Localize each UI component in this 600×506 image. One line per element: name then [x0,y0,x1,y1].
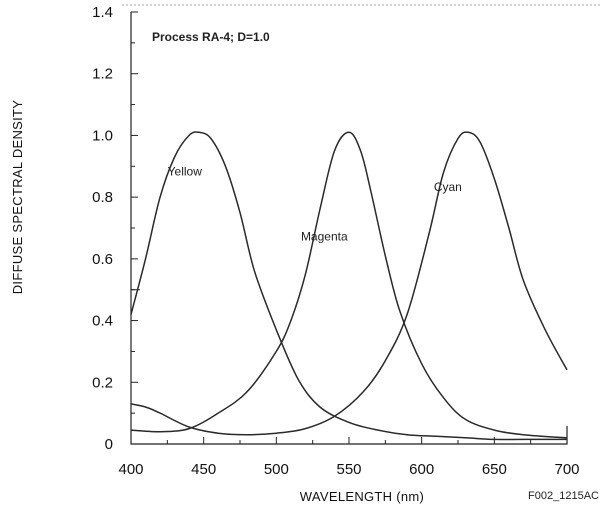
plot-frame [130,12,568,445]
x-axis-title: WAVELENGTH (nm) [300,489,424,504]
y-tick-label: 0 [105,436,113,453]
x-tick-label: 600 [409,461,434,478]
y-tick-label: 1.0 [92,127,113,144]
x-tick-label: 400 [118,461,143,478]
y-tick-label: 0.2 [92,374,113,391]
axes-frame [130,12,568,445]
figure-id: F002_1215AC [528,490,599,502]
x-tick-label: 650 [482,461,507,478]
y-tick-label: 1.4 [92,4,113,21]
magenta-curve [130,131,568,439]
y-tick-label: 0.8 [92,189,113,206]
magenta-label: Magenta [301,229,348,243]
yellow-curve [130,131,567,441]
cyan-curve [130,131,568,436]
y-tick-label: 0.4 [92,313,113,330]
x-tick-label: 450 [191,461,216,478]
yellow-label: Yellow [168,165,203,179]
y-axis-title: DIFFUSE SPECTRAL DENSITY [10,100,25,295]
x-tick-label: 500 [264,461,289,478]
y-tick-label: 1.2 [92,66,113,83]
x-tick-label: 700 [554,461,579,478]
y-tick-label: 0.6 [92,251,113,268]
x-tick-label: 550 [336,461,361,478]
cyan-label: Cyan [434,180,462,194]
axis-ticks [130,11,568,445]
series-curves [130,131,568,441]
process-annotation: Process RA-4; D=1.0 [152,30,270,44]
chart-labels: 0 0.2 0.4 0.6 0.8 1.0 1.2 1.4 400 450 500 550 600 650… [92,4,579,478]
